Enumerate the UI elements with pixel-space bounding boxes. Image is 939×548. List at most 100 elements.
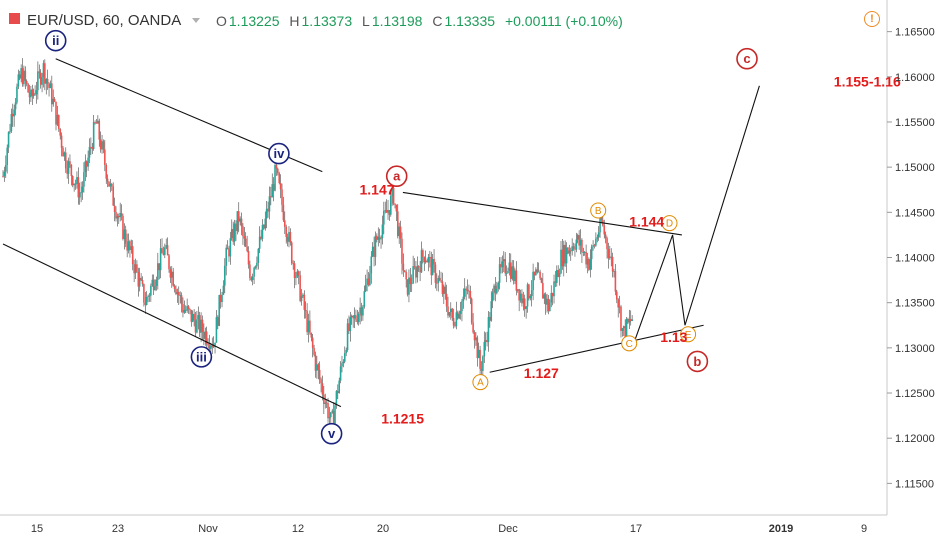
candle-body xyxy=(370,256,373,274)
candle-body xyxy=(519,293,522,301)
candle-body xyxy=(330,412,332,418)
candle-body xyxy=(507,270,509,273)
series-color-icon[interactable] xyxy=(9,13,20,24)
candle-body xyxy=(177,291,180,296)
candle-body xyxy=(504,259,506,274)
wave-label-text: D xyxy=(666,219,673,230)
candle-body xyxy=(590,246,593,260)
candle-body xyxy=(250,278,253,281)
high-value: 1.13373 xyxy=(301,13,353,29)
candle-body xyxy=(426,260,428,263)
candle-body xyxy=(191,313,194,322)
symbol-title[interactable]: EUR/USD, 60, OANDA xyxy=(27,12,182,29)
candle-body xyxy=(309,320,311,333)
candle-body xyxy=(303,294,306,310)
candle-body xyxy=(254,266,257,268)
high-label: H xyxy=(289,13,300,29)
candle-body xyxy=(208,345,211,350)
candle-body xyxy=(233,223,236,242)
candle-body xyxy=(529,296,532,299)
candle-body xyxy=(483,341,486,357)
candle-body xyxy=(80,192,82,194)
candle-body xyxy=(456,312,459,319)
price-level-label: 1.144 xyxy=(629,213,664,229)
wave-label-text: ii xyxy=(52,33,59,48)
change-value: +0.00111 (+0.10%) xyxy=(504,13,623,29)
alert-icon[interactable]: ! xyxy=(864,11,880,27)
candle-body xyxy=(525,306,527,310)
candle-body xyxy=(97,120,99,124)
candle-body xyxy=(59,128,61,136)
candle-body xyxy=(279,183,282,190)
candle-body xyxy=(387,210,389,213)
candle-body xyxy=(578,235,580,246)
candle-body xyxy=(515,270,518,291)
candle-body xyxy=(134,264,137,274)
candle-body xyxy=(20,68,22,79)
candle-body xyxy=(4,164,7,172)
candle-body xyxy=(105,164,108,179)
candle-body xyxy=(436,282,438,284)
candle-body xyxy=(313,348,315,355)
candle-body xyxy=(243,236,246,239)
candle-body xyxy=(597,232,600,238)
candle-body xyxy=(17,74,20,87)
candle-body xyxy=(56,114,59,125)
triangle-upper-line[interactable] xyxy=(402,191,682,236)
wave-label-text: A xyxy=(477,378,484,389)
candle-body xyxy=(268,196,271,212)
candle-body xyxy=(353,315,356,319)
candle-body xyxy=(292,263,294,264)
channel-lower-line[interactable] xyxy=(2,243,342,408)
candle-body xyxy=(429,257,431,258)
candle-body xyxy=(256,262,258,267)
candle-body xyxy=(13,109,15,117)
candle-body xyxy=(218,294,221,326)
candle-body xyxy=(616,291,618,300)
wave-label-circle xyxy=(686,350,709,373)
projection-path-line[interactable] xyxy=(634,85,760,340)
candle-body xyxy=(193,313,195,321)
candle-body xyxy=(625,318,628,339)
candle-body xyxy=(498,264,501,283)
candle-body xyxy=(434,264,437,283)
candle-body xyxy=(433,258,435,265)
candle-body xyxy=(371,246,374,257)
candle-body xyxy=(408,277,410,295)
candle-body xyxy=(189,308,191,310)
candle-body xyxy=(547,298,550,311)
candle-body xyxy=(449,308,452,313)
candle-body xyxy=(395,204,398,212)
candle-body xyxy=(290,242,293,264)
open-label: O xyxy=(216,13,227,29)
candle-body xyxy=(297,271,300,276)
candle-body xyxy=(281,189,283,205)
wave-label-orange-d: D xyxy=(661,215,678,232)
candle-body xyxy=(221,294,223,303)
candle-body xyxy=(237,211,240,222)
wave-label-circle xyxy=(472,374,489,391)
candle-body xyxy=(240,218,243,227)
candle-body xyxy=(482,356,484,371)
candle-body xyxy=(423,257,426,263)
candle-body xyxy=(560,249,562,274)
candle-body xyxy=(41,77,43,85)
candle-body xyxy=(586,258,589,265)
triangle-lower-line[interactable] xyxy=(489,324,704,373)
candle-body xyxy=(628,319,631,323)
candle-body xyxy=(196,319,198,333)
wave-label-blue-ii: ii xyxy=(44,29,67,52)
candle-body xyxy=(343,353,346,362)
chevron-down-icon[interactable] xyxy=(192,18,200,23)
candle-body xyxy=(617,299,619,308)
candle-body xyxy=(155,279,158,286)
candle-body xyxy=(346,323,349,350)
candle-body xyxy=(377,236,380,240)
candle-body xyxy=(186,306,188,311)
candle-body xyxy=(317,364,320,370)
candle-body xyxy=(242,226,244,237)
candle-body xyxy=(328,417,331,419)
